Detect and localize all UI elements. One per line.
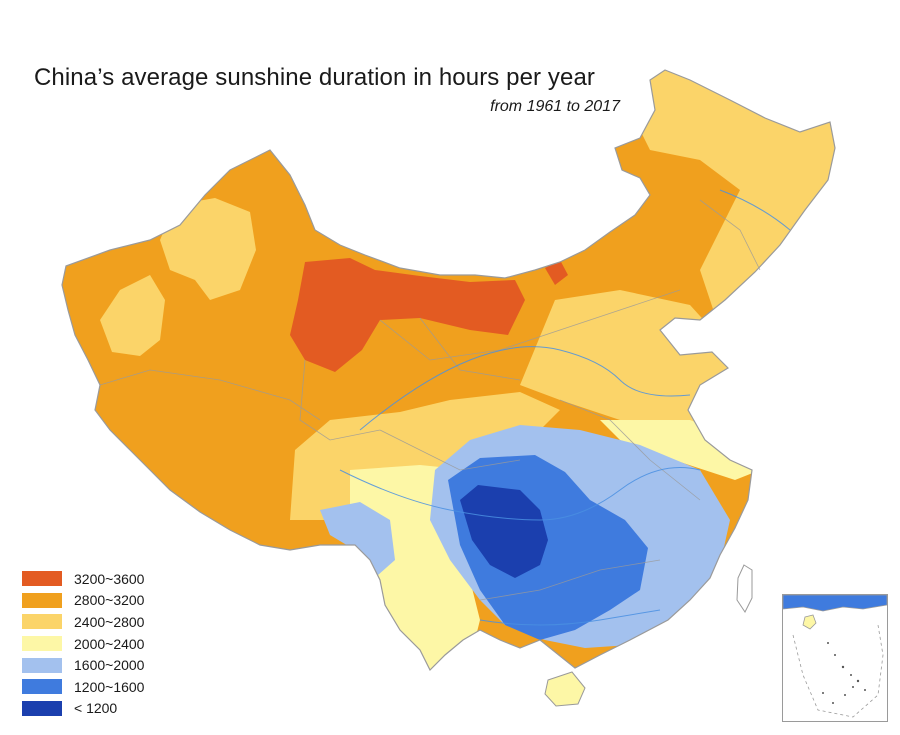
legend-swatch: [22, 614, 62, 630]
legend-label: 3200~3600: [74, 570, 145, 587]
hainan-island: [544, 671, 586, 707]
zone-3200-3600-central-north: [290, 258, 525, 372]
south-china-sea-inset: [782, 594, 888, 722]
inset-islands: [822, 642, 866, 704]
legend-item: 2800~3200: [22, 590, 144, 612]
island-dot: [827, 642, 829, 644]
river-yangtze: [339, 467, 701, 521]
boundary-sichuan: [379, 429, 521, 471]
legend-item: 1200~1600: [22, 676, 144, 698]
boundary-xinjiang-tibet: [99, 369, 321, 421]
zone-below-1200-core: [460, 485, 548, 578]
legend-label: 1200~1600: [74, 678, 145, 695]
legend-item: 2400~2800: [22, 611, 144, 633]
legend-label: < 1200: [74, 700, 118, 717]
boundary-south-provinces: [479, 559, 661, 601]
legend-swatch: [22, 636, 62, 652]
island-dot: [834, 654, 836, 656]
inset-hainan: [802, 614, 817, 630]
rivers: [339, 189, 791, 626]
island-dot: [822, 692, 824, 694]
island-dot: [856, 679, 860, 683]
legend-item: < 1200: [22, 698, 144, 720]
inset-boundary-line: [792, 624, 884, 718]
boundary-gansu: [419, 317, 521, 381]
legend-swatch: [22, 592, 62, 608]
island-dot: [864, 689, 866, 691]
river-yellow: [359, 346, 691, 431]
river-pearl: [479, 609, 661, 626]
china-outline: [61, 69, 836, 672]
map-title: China’s average sunshine duration in hou…: [34, 64, 596, 91]
legend-item: 3200~3600: [22, 568, 144, 590]
river-heilong: [719, 189, 791, 231]
island-dot: [832, 702, 834, 704]
zone-2400-2800-north-xinjiang: [160, 198, 256, 300]
legend-label: 1600~2000: [74, 657, 145, 674]
inset-mainland-coast: [783, 595, 887, 612]
legend-item: 1600~2000: [22, 654, 144, 676]
legend-label: 2000~2400: [74, 635, 145, 652]
legend-swatch: [22, 700, 62, 716]
island-dot: [852, 686, 854, 688]
zone-2400-2800-west-xinjiang: [100, 275, 165, 356]
taiwan-island: [736, 564, 753, 613]
boundary-east-provinces: [559, 399, 701, 501]
legend-item: 2000~2400: [22, 633, 144, 655]
inset-map: [783, 595, 887, 718]
legend: 3200~3600 2800~3200 2400~2800 2000~2400 …: [22, 568, 144, 719]
island-dot: [841, 665, 845, 669]
boundary-northeast: [699, 199, 761, 271]
zone-3200-3600-east-tip: [545, 260, 568, 285]
island-dot: [850, 674, 852, 676]
island-dot: [844, 694, 846, 696]
province-boundaries: [99, 199, 761, 601]
boundary-inner-mongolia: [379, 289, 681, 361]
boundary-qinghai: [299, 359, 381, 441]
legend-swatch: [22, 679, 62, 695]
legend-swatch: [22, 571, 62, 587]
legend-label: 2800~3200: [74, 592, 145, 609]
legend-label: 2400~2800: [74, 613, 145, 630]
legend-swatch: [22, 657, 62, 673]
zone-1600-2000-yunnan: [320, 502, 395, 575]
map-subtitle: from 1961 to 2017: [490, 98, 620, 115]
